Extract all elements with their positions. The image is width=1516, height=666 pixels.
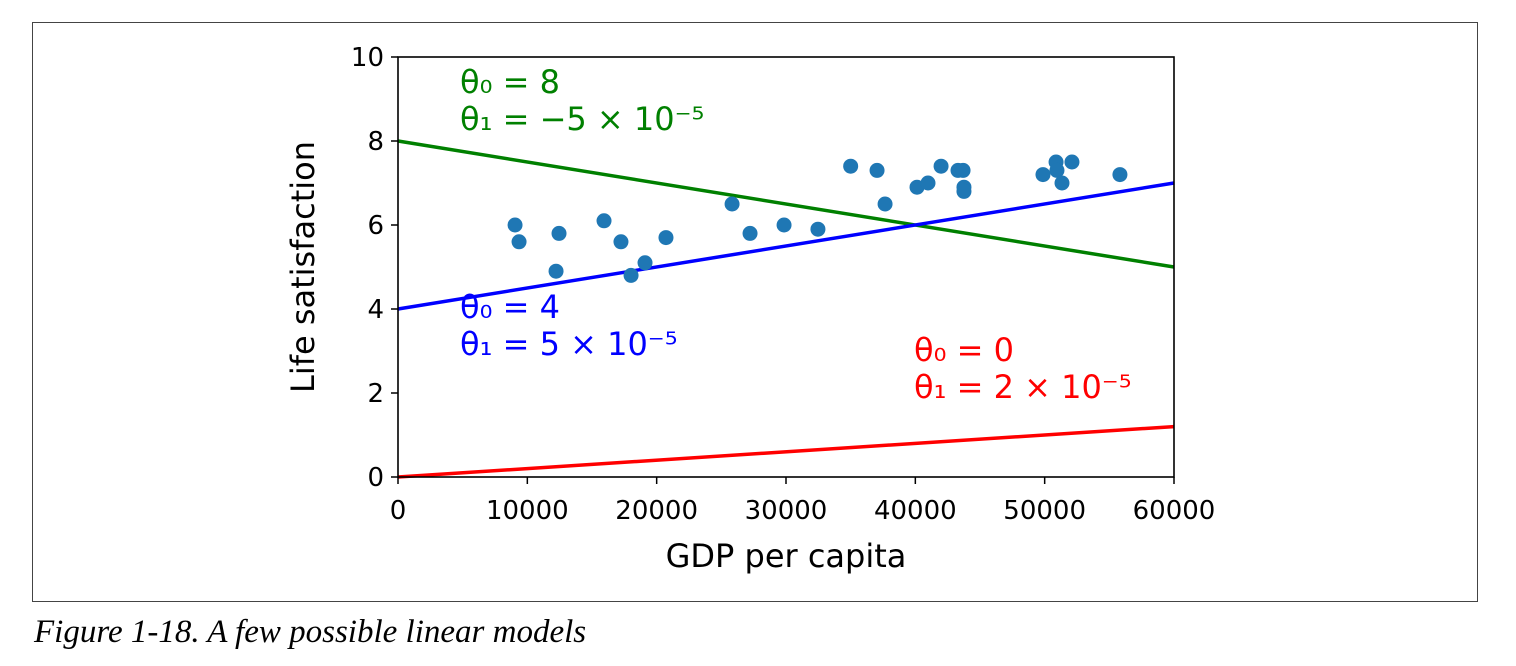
data-point [742, 225, 758, 241]
chart: 0 10000 20000 30000 40000 50000 60000 0 2 4 6 8 10 GD… [284, 43, 1216, 575]
x-tick-label: 50000 [1003, 496, 1086, 526]
figure-caption: Figure 1-18. A few possible linear model… [34, 614, 587, 650]
y-tick-label: 0 [367, 463, 384, 493]
annotation-theta1: θ₁ = 5 × 10⁻⁵ [460, 325, 678, 363]
data-point [637, 255, 653, 271]
data-point [1112, 167, 1128, 183]
data-point [955, 162, 971, 178]
data-point [920, 175, 936, 191]
y-tick-label: 6 [367, 211, 384, 241]
annotation-theta0: θ₀ = 8 [460, 63, 560, 101]
data-point [511, 234, 527, 250]
annotation-theta0: θ₀ = 4 [460, 288, 560, 326]
data-point [869, 162, 885, 178]
y-tick-label: 8 [367, 127, 384, 157]
x-tick-label: 30000 [745, 496, 828, 526]
x-tick-label: 10000 [486, 496, 569, 526]
data-point [724, 196, 740, 212]
x-tick-label: 60000 [1133, 496, 1216, 526]
x-axis-label: GDP per capita [666, 537, 907, 575]
y-tick-label: 10 [351, 43, 384, 73]
x-tick-label: 40000 [874, 496, 957, 526]
data-point [956, 183, 972, 199]
data-point [776, 217, 792, 233]
data-point [1035, 167, 1051, 183]
y-axis-label: Life satisfaction [284, 141, 322, 393]
y-tick-label: 4 [367, 295, 384, 325]
model-line-2 [397, 424, 1175, 479]
annotation-theta1: θ₁ = −5 × 10⁻⁵ [460, 100, 704, 138]
data-point [1064, 154, 1080, 170]
data-point [613, 234, 629, 250]
data-point [1049, 162, 1065, 178]
annotation-theta1: θ₁ = 2 × 10⁻⁵ [914, 368, 1132, 406]
model-line-1 [397, 181, 1175, 311]
data-point [507, 217, 523, 233]
annotation-theta0: θ₀ = 0 [914, 331, 1014, 369]
data-point [933, 158, 949, 174]
data-point [658, 230, 674, 246]
data-point [843, 158, 859, 174]
x-tick-label: 20000 [615, 496, 698, 526]
data-point [551, 225, 567, 241]
data-point [810, 221, 826, 237]
x-tick-label: 0 [390, 496, 407, 526]
data-point [877, 196, 893, 212]
data-point [1054, 175, 1070, 191]
figure-frame [32, 22, 1478, 602]
data-point [623, 267, 639, 283]
model-line-0 [397, 139, 1175, 269]
data-point [548, 263, 564, 279]
y-tick-label: 2 [367, 379, 384, 409]
data-point [596, 213, 612, 229]
